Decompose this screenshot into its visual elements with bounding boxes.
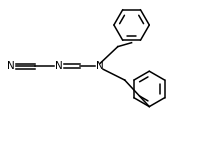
Text: N: N — [96, 61, 104, 71]
Text: N: N — [55, 61, 63, 71]
Text: N: N — [7, 61, 15, 71]
